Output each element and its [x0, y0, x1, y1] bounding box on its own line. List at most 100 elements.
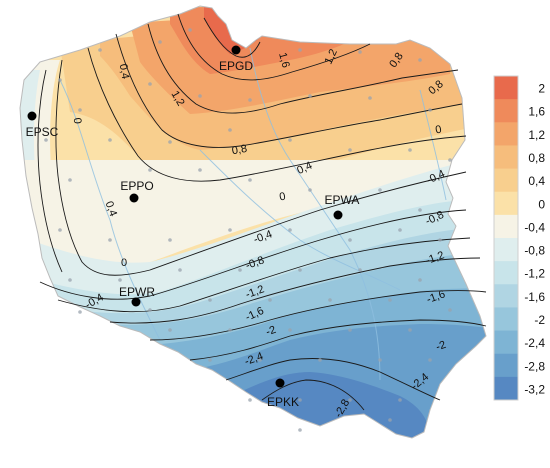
grid-dot: [148, 168, 152, 172]
grid-dot: [428, 358, 432, 362]
grid-dot: [378, 188, 382, 192]
legend-swatch: [494, 191, 518, 216]
legend-swatch: [494, 99, 518, 123]
grid-dot: [368, 96, 372, 100]
grid-dot: [168, 238, 172, 242]
contour-label: 0,4: [103, 200, 120, 218]
legend-tick-label: 0,8: [528, 151, 545, 165]
legend-tick-label: 1,2: [528, 128, 545, 142]
station-dot: [275, 378, 285, 388]
station-label: EPPO: [120, 179, 153, 193]
grid-dot: [318, 358, 322, 362]
grid-dot: [288, 138, 292, 142]
grid-dot: [428, 108, 432, 112]
grid-dot: [288, 228, 292, 232]
grid-dot: [108, 238, 112, 242]
grid-dot: [398, 398, 402, 402]
legend-swatch: [494, 76, 518, 100]
station-label: EPWR: [119, 285, 155, 299]
contour-label: 0: [121, 257, 127, 269]
legend-swatch: [494, 145, 518, 170]
grid-dot: [358, 50, 362, 54]
legend-swatch: [494, 168, 518, 193]
grid-dot: [328, 298, 332, 302]
legend-tick-label: -2,4: [524, 336, 545, 350]
country-border: [19, 5, 487, 439]
station-eppo: EPPO: [120, 179, 154, 203]
grid-dot: [298, 48, 302, 52]
legend-swatch: [494, 284, 518, 308]
station-label: EPWA: [325, 193, 360, 207]
legend-tick-label: 0: [538, 197, 545, 211]
legend-swatch: [494, 238, 518, 262]
grid-dot: [378, 358, 382, 362]
station-label: EPGD: [219, 59, 253, 73]
station-dot: [131, 297, 141, 307]
grid-dot: [308, 188, 312, 192]
grid-dot: [188, 28, 192, 32]
grid-dot: [448, 308, 452, 312]
grid-dot: [158, 40, 162, 44]
grid-dot: [148, 308, 152, 312]
grid-dot: [148, 82, 152, 86]
grid-dot: [198, 94, 202, 98]
grid-dot: [228, 128, 232, 132]
legend-swatch: [494, 376, 518, 401]
grid-dot: [398, 228, 402, 232]
contour-label: 1,2: [323, 47, 340, 66]
grid-dot: [108, 138, 112, 142]
legend-tick-label: -2: [534, 313, 545, 327]
station-dot: [231, 45, 241, 55]
grid-dot: [228, 228, 232, 232]
grid-dot: [358, 268, 362, 272]
legend-swatch: [494, 261, 518, 285]
grid-dot: [268, 298, 272, 302]
grid-dot: [408, 148, 412, 152]
grid-dot: [118, 278, 122, 282]
contour-label: 0,8: [231, 143, 248, 157]
station-dot: [129, 193, 139, 203]
station-label: EPSC: [26, 125, 59, 139]
grid-dot: [208, 358, 212, 362]
legend-tick-label: -1,6: [524, 290, 545, 304]
grid-dot: [248, 98, 252, 102]
grid-dot: [68, 178, 72, 182]
legend-tick-label: -1,2: [524, 267, 545, 281]
grid-dot: [348, 148, 352, 152]
grid-dot: [198, 168, 202, 172]
contour-label: 0,4: [295, 160, 314, 177]
contour-label: 0: [71, 117, 83, 124]
grid-dot: [58, 78, 62, 82]
grid-dot: [98, 48, 102, 52]
grid-dot: [448, 158, 452, 162]
legend-tick-label: -3,2: [524, 382, 545, 396]
grid-dot: [418, 278, 422, 282]
grid-dot: [178, 268, 182, 272]
contour-label: 1,6: [276, 51, 292, 69]
grid-dot: [348, 238, 352, 242]
grid-dot: [228, 328, 232, 332]
grid-dot: [418, 58, 422, 62]
legend-tick-label: 2: [538, 82, 545, 96]
grid-dot: [44, 138, 48, 142]
station-dot: [27, 111, 37, 121]
legend-swatch: [494, 330, 518, 355]
grid-dot: [248, 178, 252, 182]
color-legend: 2 1,6 1,2 0,8 0,4 0 -0,4 -0,8 -1,2 -1,6 -2 -2,4 -2,8…: [493, 75, 545, 401]
grid-dot: [298, 428, 302, 432]
grid-dot: [258, 358, 262, 362]
grid-dot: [438, 238, 442, 242]
contour-label: -2: [264, 324, 277, 339]
grid-dot: [298, 398, 302, 402]
contour-label: 0: [434, 124, 442, 137]
grid-dot: [408, 328, 412, 332]
grid-dot: [208, 298, 212, 302]
contour-label: 0: [278, 191, 286, 204]
grid-dot: [248, 398, 252, 402]
legend-frame: [493, 75, 519, 401]
legend-tick-label: -2,8: [524, 359, 545, 373]
legend-tick-label: 1,6: [528, 105, 545, 119]
grid-dot: [308, 94, 312, 98]
legend-tick-label: 0,4: [528, 174, 545, 188]
